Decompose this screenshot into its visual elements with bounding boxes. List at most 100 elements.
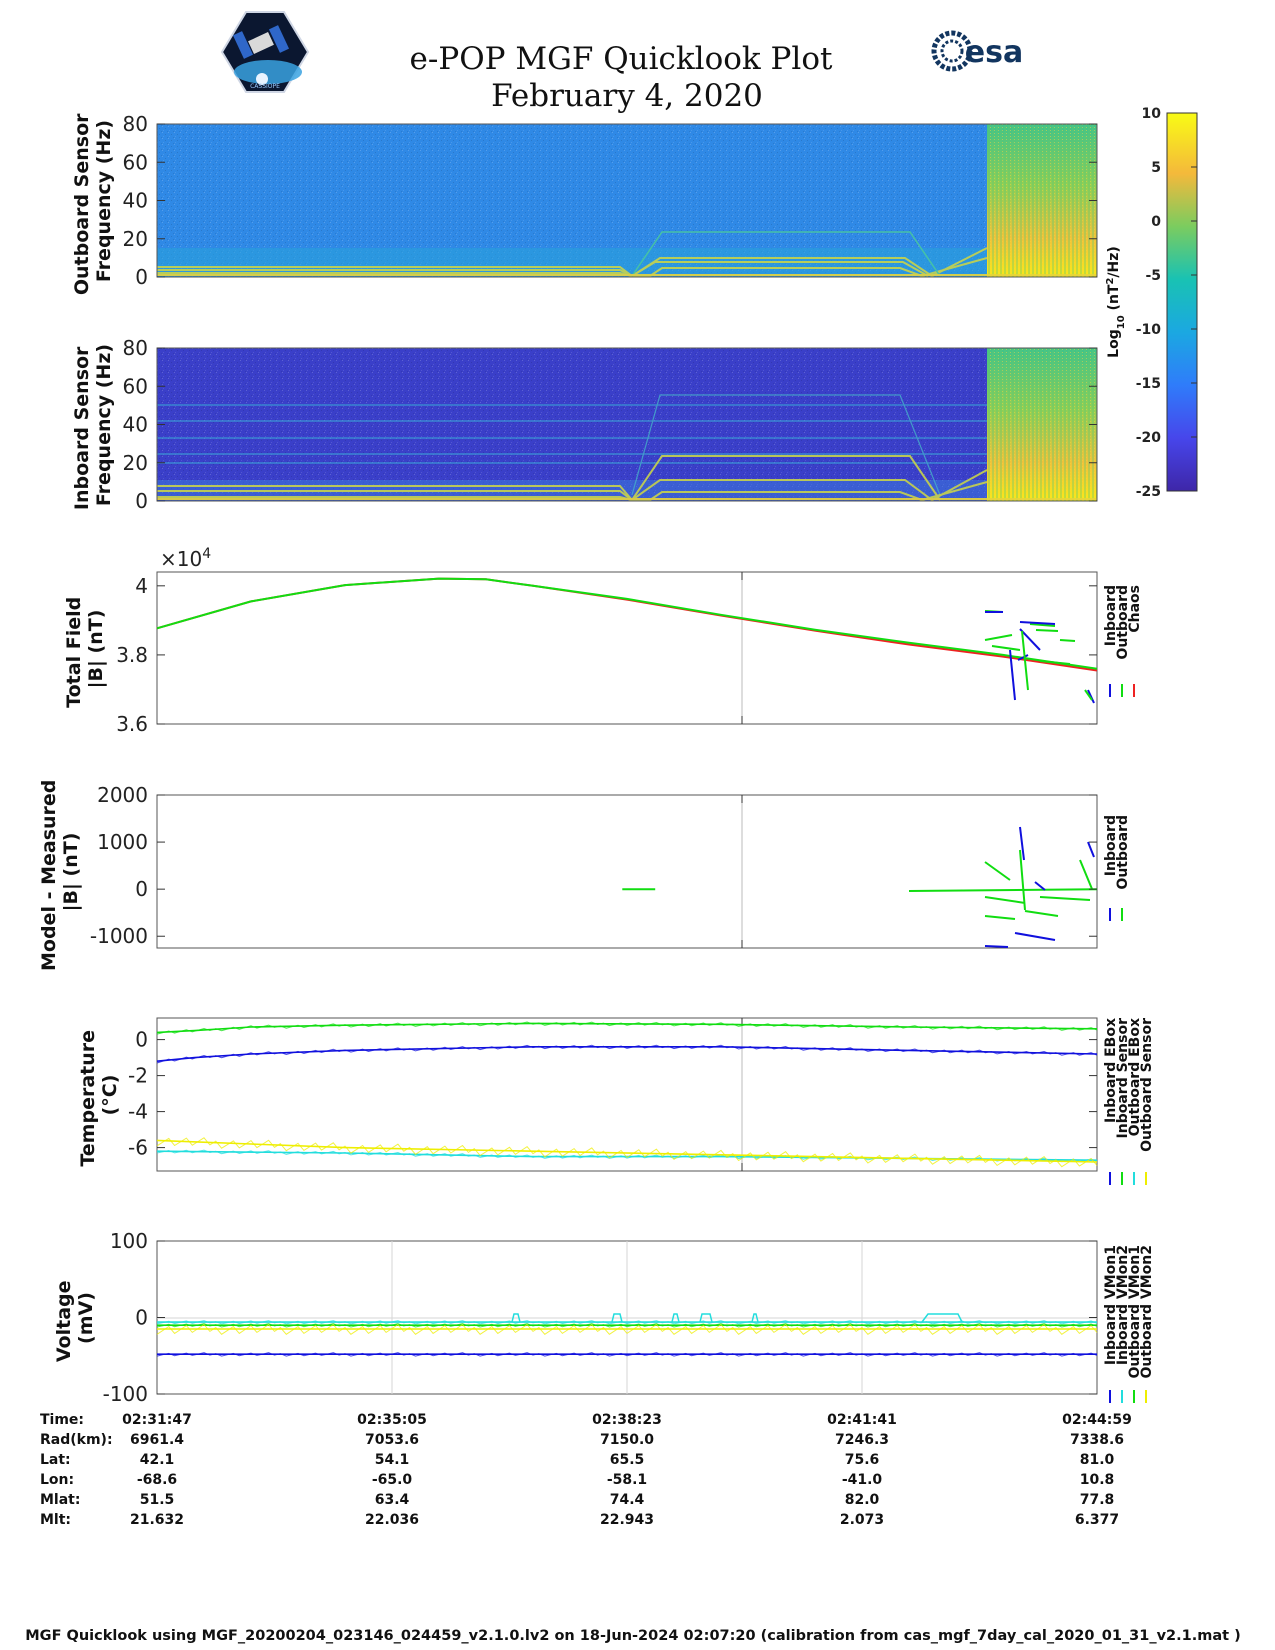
info-cell: 74.4 (610, 1492, 645, 1508)
footer-note: MGF Quicklook using MGF_20200204_023146_… (25, 1628, 1241, 1644)
series-line-outboard (908, 888, 1098, 892)
colorbar-tick-label: -10 (1136, 322, 1162, 338)
info-cell: 81.0 (1080, 1452, 1115, 1468)
inboard-spectrogram-panel: 80 60 40 20 0 Inboard Sensor Frequency (Hz) (71, 336, 1098, 513)
esa-logo: esa (931, 30, 1023, 72)
cassiope-logo: CASSIOPE (220, 11, 310, 93)
legend-label: Inboard VMon2 (1115, 1245, 1131, 1365)
y-tick-label: 0 (135, 265, 148, 289)
info-cell: 7338.6 (1070, 1432, 1124, 1448)
y-tick-label: 60 (123, 150, 148, 174)
y-tick-label: -2 (128, 1064, 148, 1088)
info-cell: 2.073 (840, 1512, 884, 1528)
info-cell: 22.036 (365, 1512, 419, 1528)
info-cell: 63.4 (375, 1492, 410, 1508)
temperature-panel: 0 -2 -4 -6 Temperature (°C) Inboard EBoxInb… (77, 1017, 1155, 1185)
voltage-panel: 100 0 -100 Voltage (mV) Inboard VMon1Inboa… (53, 1229, 1155, 1406)
y-tick-label: 60 (123, 374, 148, 398)
y-tick-label: -100 (103, 1382, 148, 1406)
y-tick-label: 80 (123, 112, 148, 136)
info-cell: -68.6 (137, 1472, 177, 1488)
info-row-label: Rad(km): (40, 1432, 113, 1448)
legend-label: Inboard (1103, 585, 1119, 646)
info-cell: 65.5 (610, 1452, 645, 1468)
outboard-spectrogram-ylabel: Outboard Sensor Frequency (Hz) (71, 107, 115, 295)
info-cell: 7246.3 (835, 1432, 889, 1448)
model-measured-panel: 2000 1000 0 -1000 Model - Measured |B| (nT)… (38, 773, 1131, 971)
voltage-spikes (511, 1313, 963, 1323)
y-tick-label: 0 (135, 1306, 148, 1330)
info-cell: 75.6 (845, 1452, 880, 1468)
info-cell: 6.377 (1075, 1512, 1119, 1528)
info-cell: 02:38:23 (592, 1412, 662, 1428)
info-cell: 42.1 (140, 1452, 175, 1468)
info-cell: 10.8 (1080, 1472, 1115, 1488)
inboard-spectrogram-ylabel: Inboard Sensor Frequency (Hz) (71, 340, 115, 510)
legend-label: Outboard VMon1 (1127, 1245, 1143, 1379)
colorbar-tick-label: 10 (1142, 106, 1162, 122)
voltage-grid (157, 1241, 1097, 1394)
series-noise (156, 1137, 1098, 1168)
legend-label: Outboard Sensor (1139, 1018, 1155, 1152)
y-tick-label: 40 (123, 413, 148, 437)
y-tick-label: 3.8 (116, 643, 148, 667)
series-noise (156, 1323, 1098, 1335)
y-tick-label: 1000 (97, 830, 148, 854)
series-noise (156, 1320, 1098, 1325)
info-cell: -58.1 (607, 1472, 647, 1488)
cassiope-logo-text: CASSIOPE (250, 83, 280, 90)
temperature-ylabel: Temperature (°C) (77, 1023, 121, 1166)
colorbar-tick-label: -20 (1136, 430, 1162, 446)
info-row-label: Lat: (40, 1452, 71, 1468)
y-tick-label: 80 (123, 336, 148, 360)
info-cell: 7053.6 (365, 1432, 419, 1448)
total-field-panel: 4 3.8 3.6 ×104 Total Field |B| (nT) Inboar… (63, 546, 1143, 736)
info-cell: 82.0 (845, 1492, 880, 1508)
info-row-label: Lon: (40, 1472, 74, 1488)
legend-label: Inboard Sensor (1115, 1018, 1131, 1139)
total-field-exponent: ×104 (160, 546, 211, 571)
model-measured-ylabel: Model - Measured |B| (nT) (38, 773, 82, 971)
info-row-label: Time: (40, 1412, 84, 1428)
y-tick-label: 100 (110, 1229, 148, 1253)
colorbar-tick-label: 5 (1151, 160, 1161, 176)
info-cell: 77.8 (1080, 1492, 1115, 1508)
plot-date: February 4, 2020 (491, 78, 763, 114)
info-cell: 21.632 (130, 1512, 184, 1528)
series-line-outboard (156, 577, 1098, 670)
colorbar-label: Log10 (nT2/Hz) (1105, 246, 1127, 358)
series-noise (156, 1044, 1098, 1064)
legend-label: Outboard EBox (1127, 1018, 1143, 1136)
legend-label: Inboard (1103, 815, 1119, 876)
info-row-label: Mlt: (40, 1512, 71, 1528)
voltage-ylabel: Voltage (mV) (53, 1274, 97, 1362)
legend-label: Inboard EBox (1103, 1018, 1119, 1123)
info-row-label: Mlat: (40, 1492, 80, 1508)
info-cell: 02:31:47 (122, 1412, 192, 1428)
legend-label: Outboard VMon2 (1139, 1245, 1155, 1379)
info-cell: 51.5 (140, 1492, 175, 1508)
total-field-ylabel: Total Field |B| (nT) (63, 590, 107, 708)
y-tick-label: 3.6 (116, 712, 148, 736)
info-cell: 7150.0 (600, 1432, 654, 1448)
colorbar-tick-label: -15 (1136, 376, 1161, 392)
legend-label: Inboard VMon1 (1103, 1245, 1119, 1365)
colorbar-gradient (1166, 112, 1198, 492)
total-field-burst-scatter (984, 610, 1095, 704)
series-noise (156, 1352, 1098, 1357)
legend-label: Chaos (1127, 585, 1143, 633)
outboard-spectrogram-panel: 80 60 40 20 0 Outboard Sensor Frequency (Hz) (71, 107, 1098, 295)
info-cell: 02:44:59 (1062, 1412, 1132, 1428)
series-noise (156, 1323, 1098, 1328)
colorbar-tick-label: -5 (1145, 268, 1161, 284)
y-tick-label: 20 (123, 451, 148, 475)
colorbar-tick-label: 0 (1151, 214, 1161, 230)
y-tick-label: 0 (135, 489, 148, 513)
plot-title: e-POP MGF Quicklook Plot (410, 41, 833, 77)
info-cell: 02:35:05 (357, 1412, 427, 1428)
colorbar-tick-label: -25 (1136, 484, 1161, 500)
esa-logo-text: esa (965, 35, 1023, 70)
y-tick-label: 20 (123, 227, 148, 251)
info-cell: -65.0 (372, 1472, 413, 1488)
